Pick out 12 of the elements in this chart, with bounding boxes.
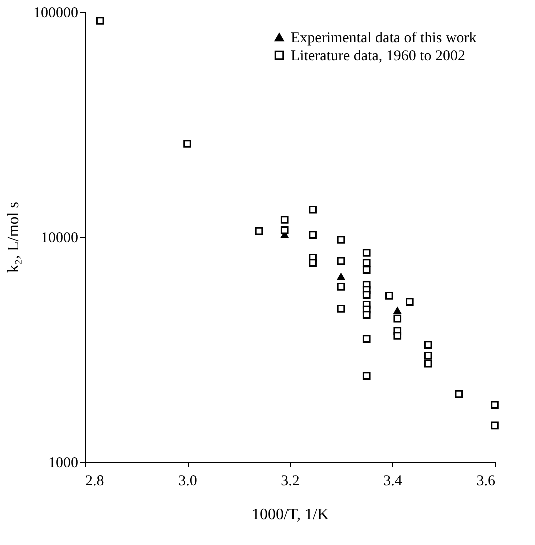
y-tick-label: 1000 (48, 456, 78, 472)
x-tick-label: 3.6 (476, 474, 496, 490)
x-axis-title: 1000/T, 1/K (252, 506, 330, 524)
y-axis-title: k₂, L/mol s (6, 202, 22, 273)
x-tick-label: 3.4 (384, 474, 403, 490)
legend-label: Experimental data of this work (291, 30, 478, 46)
y-tick-label: 100000 (34, 6, 78, 22)
y-tick-label: 10000 (41, 230, 78, 246)
x-tick-label: 3.2 (281, 474, 300, 490)
x-tick-label: 2.8 (86, 474, 104, 490)
legend-label: Literature data, 1960 to 2002 (291, 48, 466, 64)
x-tick-label: 3.0 (178, 474, 198, 490)
